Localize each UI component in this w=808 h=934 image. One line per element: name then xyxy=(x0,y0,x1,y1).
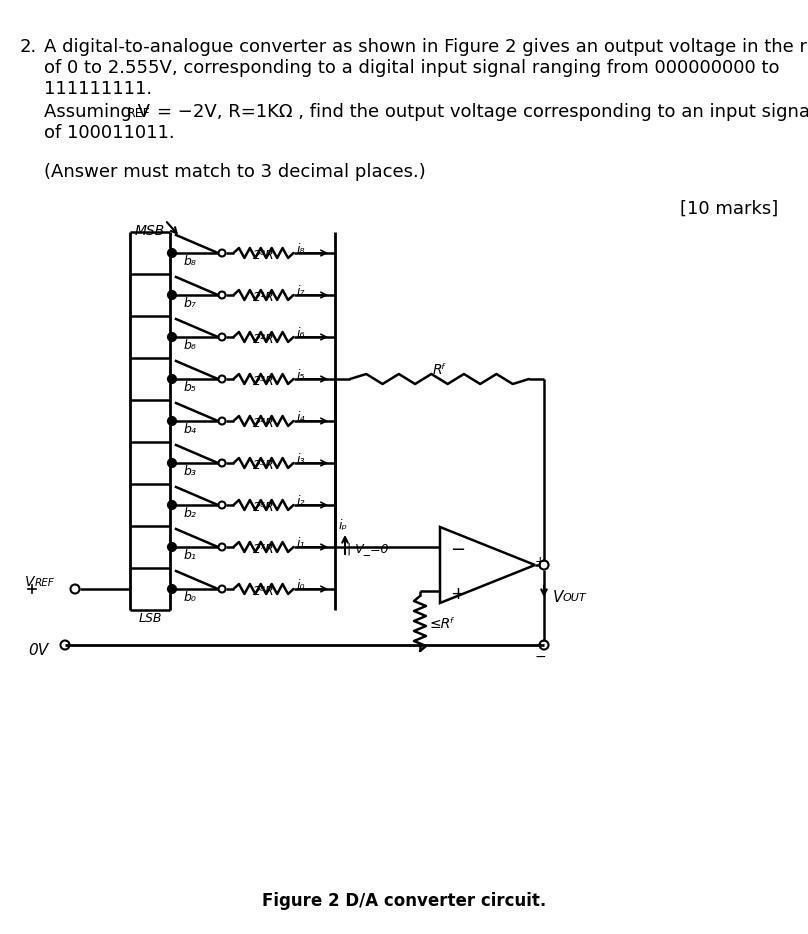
Circle shape xyxy=(168,291,176,299)
Text: REF: REF xyxy=(127,107,151,120)
Text: −: − xyxy=(450,541,465,559)
Text: 2¹R: 2¹R xyxy=(253,291,274,304)
Text: V: V xyxy=(25,575,35,589)
Text: b₅: b₅ xyxy=(184,381,197,394)
Text: i₄: i₄ xyxy=(297,411,305,424)
Text: i₈: i₈ xyxy=(297,243,305,256)
Circle shape xyxy=(168,249,176,257)
Text: LSB: LSB xyxy=(138,612,162,625)
Text: 2⁴R: 2⁴R xyxy=(253,417,274,430)
Text: i₃: i₃ xyxy=(297,453,305,466)
Text: Rᶠ: Rᶠ xyxy=(432,363,446,377)
Text: [10 marks]: [10 marks] xyxy=(680,200,778,218)
Text: 2⁸R: 2⁸R xyxy=(253,585,274,598)
Circle shape xyxy=(168,459,176,467)
Circle shape xyxy=(168,585,176,593)
Text: ≤Rᶠ: ≤Rᶠ xyxy=(430,616,456,630)
Text: = −2V, R=1KΩ , find the output voltage corresponding to an input signal: = −2V, R=1KΩ , find the output voltage c… xyxy=(157,103,808,121)
Text: −: − xyxy=(534,650,546,664)
Text: b₁: b₁ xyxy=(184,549,197,562)
Text: b₄: b₄ xyxy=(184,423,197,436)
Text: iₚ: iₚ xyxy=(339,519,348,532)
Text: 2⁷R: 2⁷R xyxy=(253,543,274,556)
Circle shape xyxy=(168,417,176,425)
Text: Figure 2 D/A converter circuit.: Figure 2 D/A converter circuit. xyxy=(262,892,546,910)
Text: b₂: b₂ xyxy=(184,507,197,520)
Text: 2⁵R: 2⁵R xyxy=(253,459,274,472)
Text: i₆: i₆ xyxy=(297,327,305,340)
Text: 2.: 2. xyxy=(20,38,37,56)
Text: i₁: i₁ xyxy=(297,537,305,550)
Text: 2⁶R: 2⁶R xyxy=(253,501,274,514)
Text: MSB: MSB xyxy=(135,224,166,238)
Circle shape xyxy=(168,333,176,341)
Text: | V_=0: | V_=0 xyxy=(347,543,389,556)
Text: b₈: b₈ xyxy=(184,255,197,268)
Text: 2²R: 2²R xyxy=(253,333,274,346)
Text: of 0 to 2.555V, corresponding to a digital input signal ranging from 000000000 t: of 0 to 2.555V, corresponding to a digit… xyxy=(44,59,780,77)
Text: 0V: 0V xyxy=(28,643,48,658)
Text: +: + xyxy=(450,585,465,603)
Text: Assuming V: Assuming V xyxy=(44,103,150,121)
Text: V: V xyxy=(553,590,563,605)
Text: 2³R: 2³R xyxy=(253,375,274,388)
Text: i₇: i₇ xyxy=(297,285,305,298)
Text: (Answer must match to 3 decimal places.): (Answer must match to 3 decimal places.) xyxy=(44,163,426,181)
Text: of 100011011.: of 100011011. xyxy=(44,124,175,142)
Circle shape xyxy=(168,501,176,509)
Text: +: + xyxy=(535,555,545,568)
Text: b₇: b₇ xyxy=(184,297,197,310)
Text: i₀: i₀ xyxy=(297,579,305,592)
Circle shape xyxy=(168,375,176,383)
Text: b₃: b₃ xyxy=(184,465,197,478)
Text: i₅: i₅ xyxy=(297,369,305,382)
Text: OUT: OUT xyxy=(563,593,587,603)
Circle shape xyxy=(168,543,176,551)
Text: 2⁰R: 2⁰R xyxy=(253,249,274,262)
Text: b₆: b₆ xyxy=(184,339,197,352)
Text: i₂: i₂ xyxy=(297,495,305,508)
Text: REF: REF xyxy=(35,578,55,588)
Text: b₀: b₀ xyxy=(184,591,197,604)
Text: A digital-to-analogue converter as shown in Figure 2 gives an output voltage in : A digital-to-analogue converter as shown… xyxy=(44,38,808,56)
Text: 111111111.: 111111111. xyxy=(44,80,152,98)
